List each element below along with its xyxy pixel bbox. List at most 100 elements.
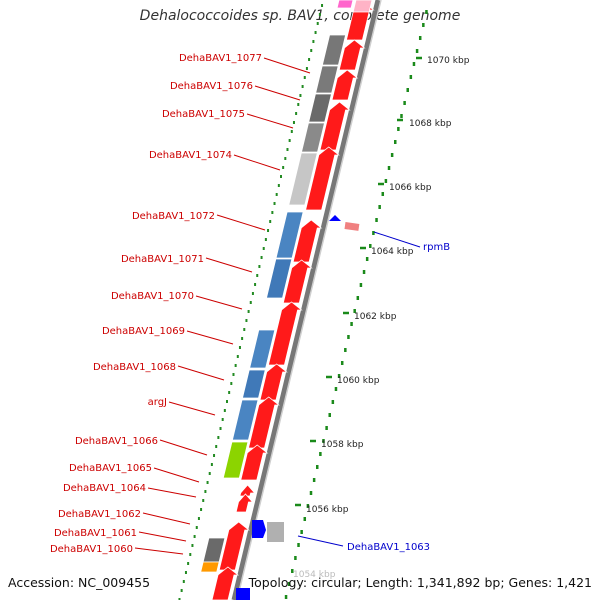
ring-dot (271, 211, 274, 214)
ring-dot (202, 499, 205, 502)
ring-dot (273, 202, 276, 205)
inner-dotted-ring (178, 4, 324, 600)
scale-label: 1056 kbp (306, 505, 349, 515)
ring-dot (213, 454, 216, 457)
gene-labels-right[interactable]: rpmB DehaBAV1_1063 (347, 242, 450, 553)
ring-dot (238, 346, 241, 349)
reverse-gene (200, 561, 220, 573)
reverse-gene (241, 369, 266, 399)
gene-label: DehaBAV1_1060 (50, 544, 133, 555)
ring-dot (316, 22, 319, 25)
backbone-highlight (236, 0, 382, 600)
scale-dot (397, 127, 400, 131)
scale-label: 1068 kbp (409, 119, 452, 129)
scale-dot (325, 426, 328, 430)
gene-label: DehaBAV1_1071 (121, 254, 204, 265)
scale-dot (334, 387, 338, 391)
leader-line (168, 401, 216, 416)
scale-label: 1066 kbp (389, 183, 432, 193)
ring-dot (187, 562, 190, 565)
ring-dot (308, 58, 311, 61)
gene-label: DehaBAV1_1062 (58, 509, 141, 520)
gene-features[interactable] (200, 0, 375, 600)
scale-dot (319, 452, 322, 456)
ring-dot (264, 238, 267, 241)
leader-line (186, 330, 234, 345)
scale-label: 1054 kbp (293, 570, 336, 580)
leader-line (159, 439, 208, 456)
forward-gene (338, 39, 366, 71)
scale-dot (303, 517, 307, 521)
leader-line (138, 531, 187, 542)
ring-dot (318, 13, 321, 16)
scale-dot (406, 88, 409, 92)
ring-dot (290, 130, 293, 133)
scale-label: 1064 kbp (371, 247, 414, 257)
ring-dot (312, 40, 315, 43)
forward-gene (240, 444, 269, 481)
scale-dot (353, 309, 356, 313)
scale-dot (425, 10, 428, 14)
gene-label: DehaBAV1_1068 (93, 362, 176, 373)
scale-dot (337, 374, 341, 378)
gene-label: DehaBAV1_1070 (111, 291, 194, 302)
forward-gene (267, 301, 303, 366)
scale-dot (418, 36, 422, 40)
ring-dot (295, 112, 298, 115)
gene-label-1063: DehaBAV1_1063 (347, 542, 430, 553)
small-forward-gene (239, 484, 256, 497)
scale-dot (344, 348, 347, 352)
topology-stats: Topology: circular; Length: 1,341,892 bp… (248, 575, 592, 590)
leader-line (147, 487, 197, 498)
gene-label: DehaBAV1_1061 (54, 528, 137, 539)
leader-line (195, 295, 243, 310)
ring-dot (204, 490, 207, 493)
gene-label: DehaBAV1_1072 (132, 211, 215, 222)
scale-label: 1060 kbp (337, 376, 380, 386)
scale-dot (322, 439, 325, 443)
reverse-gene (249, 329, 276, 369)
label-leaders (134, 57, 421, 555)
reverse-gene (231, 399, 259, 441)
scale-dot (394, 140, 397, 144)
outer-scale-ring (284, 10, 428, 599)
blue-gene-bottom (236, 588, 250, 600)
gene-label: DehaBAV1_1075 (162, 109, 245, 120)
ring-dot (267, 229, 270, 232)
ring-dot (182, 580, 185, 583)
scale-dot (412, 62, 416, 66)
ring-dot (321, 4, 324, 7)
ring-dot (217, 436, 220, 439)
leader-line (142, 512, 191, 525)
ring-dot (310, 49, 313, 52)
scale-dot (381, 192, 385, 196)
leader-rpmB (373, 231, 421, 248)
ring-dot (303, 76, 306, 79)
ring-dot (282, 166, 285, 169)
gray-gene-1063 (267, 522, 284, 542)
blue-gene-1063 (252, 520, 266, 538)
ring-dot (197, 517, 200, 520)
ring-dot (184, 571, 187, 574)
ring-dot (260, 256, 263, 259)
scale-dot (331, 400, 335, 404)
ring-dot (269, 220, 272, 223)
map-title: Dehalococcoides sp. BAV1, complete genom… (139, 8, 461, 24)
gene-label-rpmB: rpmB (423, 242, 450, 253)
scale-label: 1058 kbp (321, 440, 364, 450)
scale-dot (284, 595, 288, 599)
forward-gene (218, 521, 250, 571)
ring-dot (180, 589, 183, 592)
scale-dot (306, 504, 310, 508)
top-magenta-gene (336, 0, 354, 9)
leader-line (246, 113, 294, 129)
genome-backbone (231, 0, 382, 600)
ring-dot (200, 508, 203, 511)
scale-dot (390, 153, 394, 157)
scale-dot (372, 231, 375, 235)
ring-dot (292, 121, 295, 124)
gene-labels-left[interactable]: DehaBAV1_1077 DehaBAV1_1076 DehaBAV1_107… (50, 53, 262, 555)
scale-dot (415, 49, 419, 53)
ring-dot (301, 85, 304, 88)
